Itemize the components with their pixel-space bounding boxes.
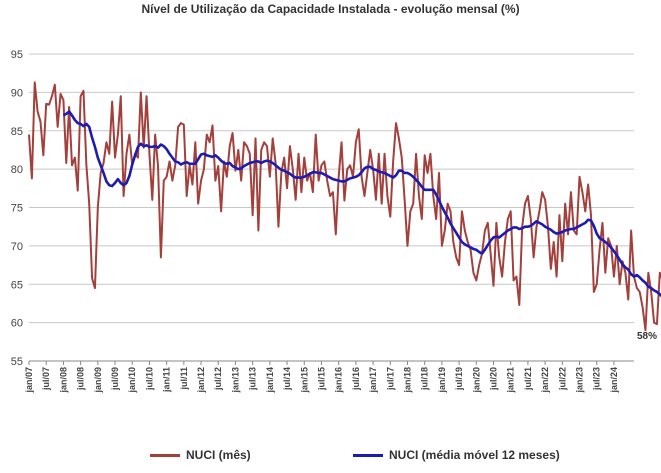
x-tick-label: jul/09: [110, 367, 120, 391]
y-tick-label: 75: [11, 203, 23, 215]
y-tick-label: 60: [11, 318, 23, 330]
x-tick-label: jul/13: [248, 367, 258, 391]
x-tick-label: jan/16: [334, 367, 344, 394]
x-tick-label: jan/12: [196, 367, 206, 394]
x-tick-label: jan/20: [471, 367, 481, 394]
x-tick-label: jan/18: [402, 367, 412, 394]
x-tick-label: jul/17: [385, 367, 395, 391]
x-tick-label: jan/09: [93, 367, 103, 394]
y-tick-label: 95: [11, 49, 23, 61]
x-tick-label: jan/07: [24, 367, 34, 394]
legend-swatch-monthly: [150, 453, 180, 457]
x-tick-label: jan/21: [506, 367, 516, 394]
x-tick-label: jul/07: [41, 367, 51, 391]
x-axis-ticks: jan/07 jul/07 jan/08 jul/08 jan/09 jul/09 jan/…: [24, 361, 619, 394]
x-tick-label: jan/17: [368, 367, 378, 394]
x-tick-label: jan/11: [162, 367, 172, 393]
legend-label-moving-average: NUCI (média móvel 12 meses): [389, 448, 560, 462]
x-tick-label: jan/14: [265, 367, 275, 394]
x-tick-label: jul/16: [351, 367, 361, 391]
series-lines: [28, 81, 661, 332]
legend-item-monthly: NUCI (mês): [150, 448, 251, 462]
x-tick-label: jan/08: [58, 367, 68, 394]
y-tick-label: 90: [11, 87, 23, 99]
x-tick-label: jul/12: [213, 367, 223, 391]
x-tick-label: jul/10: [144, 367, 154, 391]
y-tick-label: 65: [11, 279, 23, 291]
series-line-moving-average: [62, 110, 661, 298]
legend-swatch-moving-average: [353, 453, 383, 457]
y-tick-label: 55: [11, 356, 23, 368]
y-tick-label: 80: [11, 164, 23, 176]
y-tick-label: 85: [11, 126, 23, 138]
x-tick-label: jul/23: [592, 367, 602, 391]
x-tick-label: jan/13: [230, 367, 240, 394]
x-tick-label: jul/08: [76, 367, 86, 391]
last-value-annotation: 58%: [637, 331, 657, 342]
x-tick-label: jan/22: [540, 367, 550, 394]
x-tick-label: jul/11: [179, 367, 189, 391]
x-tick-label: jul/22: [557, 367, 567, 391]
x-tick-label: jul/21: [523, 367, 533, 391]
series-line-monthly: [28, 81, 661, 332]
x-tick-label: jul/14: [282, 367, 292, 391]
x-tick-label: jul/19: [454, 367, 464, 391]
x-tick-label: jan/15: [299, 367, 309, 394]
y-tick-label: 70: [11, 241, 23, 253]
x-tick-label: jul/18: [420, 367, 430, 391]
legend-item-moving-average: NUCI (média móvel 12 meses): [353, 448, 560, 462]
x-tick-label: jul/20: [489, 367, 499, 391]
x-tick-label: jan/10: [127, 367, 137, 394]
x-tick-label: jan/19: [437, 367, 447, 394]
chart-title: Nível de Utilização da Capacidade Instal…: [141, 2, 520, 16]
x-tick-label: jul/15: [316, 367, 326, 391]
legend-label-monthly: NUCI (mês): [186, 448, 251, 462]
x-tick-label: jan/24: [609, 367, 619, 394]
y-axis-ticks: 55 60 65 70 75 80 85 90 95: [11, 49, 23, 368]
x-tick-label: jan/23: [575, 367, 585, 394]
